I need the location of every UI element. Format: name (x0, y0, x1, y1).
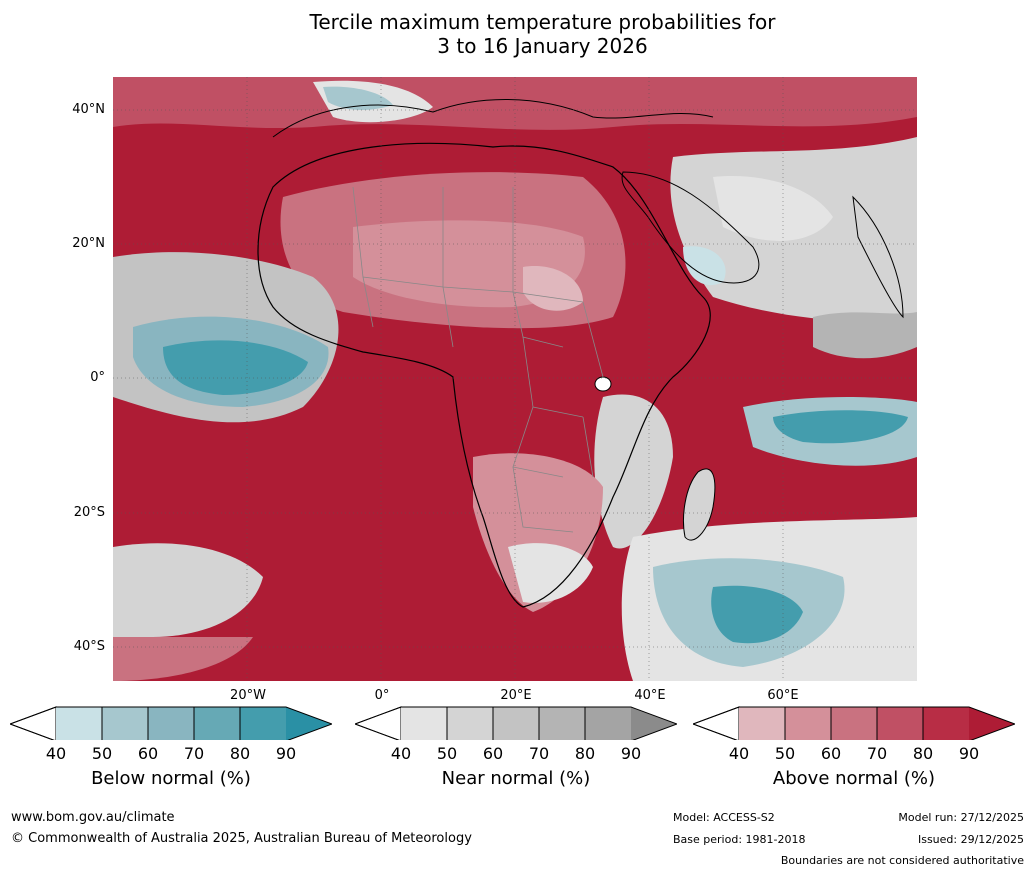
colorbar-below-min-arrow (8, 706, 57, 742)
legend-near-tick: 80 (574, 744, 596, 763)
legend-above-tick: 60 (820, 744, 842, 763)
legend-above-tick: 90 (958, 744, 980, 763)
colorbar-near-bin-2 (447, 707, 493, 741)
lon-label-20w: 20°W (230, 688, 266, 703)
below-region-horn (683, 246, 726, 286)
colorbar-above-bin-3 (831, 707, 877, 741)
colorbar-near-bin-1 (401, 707, 447, 741)
colorbar-below-bin-3 (148, 707, 194, 741)
colorbar-below-bin-2 (102, 707, 148, 741)
africa-coastline (257, 142, 711, 608)
title-line-1: Tercile maximum temperature probabilitie… (309, 10, 776, 34)
legend-below-tick: 50 (91, 744, 113, 763)
legend-above-tick: 50 (774, 744, 796, 763)
lon-label-20e: 20°E (500, 688, 532, 703)
colorbar-below-bin-5 (240, 707, 286, 741)
colorbar-above-bin-4 (877, 707, 923, 741)
colorbar-below-max-arrow (286, 707, 332, 741)
near-region-india (813, 312, 917, 359)
colorbar-near-bin-3 (493, 707, 539, 741)
lat-label-0: 0° (90, 370, 105, 385)
india-coastline (852, 195, 904, 319)
colorbar-near-bin-5 (585, 707, 631, 741)
colorbar-above-max-arrow (969, 707, 1015, 741)
colorbar-below (8, 706, 334, 742)
legend-near-tick: 90 (620, 744, 642, 763)
legend-below-tick: 40 (45, 744, 67, 763)
legend-below-tick: 80 (229, 744, 251, 763)
colorbar-near-min-arrow (353, 706, 402, 742)
footer-model-run: Model run: 27/12/2025 (898, 811, 1024, 824)
legend-above-tick: 80 (912, 744, 934, 763)
graticule (113, 77, 917, 681)
legend-above: 40 50 60 70 80 90 (691, 700, 1017, 763)
footer-disclaimer: Boundaries are not considered authoritat… (780, 854, 1024, 867)
colorbar-above-bin-5 (923, 707, 969, 741)
footer-website: www.bom.gov.au/climate (11, 810, 175, 825)
country-borders (352, 186, 604, 533)
legend-near-tick: 70 (528, 744, 550, 763)
map-title: Tercile maximum temperature probabilitie… (0, 10, 1035, 58)
footer-model: Model: ACCESS-S2 (673, 811, 775, 824)
footer-copyright: © Commonwealth of Australia 2025, Austra… (11, 831, 472, 846)
legend-above-tick: 70 (866, 744, 888, 763)
map-svg (113, 77, 917, 681)
lon-label-60e: 60°E (767, 688, 799, 703)
lon-label-40e: 40°E (634, 688, 666, 703)
near-region-east-africa (594, 394, 673, 549)
legend-below-tick: 90 (275, 744, 297, 763)
legend-near-tick: 60 (482, 744, 504, 763)
footer-base-period: Base period: 1981-2018 (673, 833, 806, 846)
europe-coastline (272, 99, 714, 138)
colorbar-below-bin-1 (56, 707, 102, 741)
above-region-europe (113, 77, 917, 130)
colorbar-above (691, 706, 1017, 742)
legend-near-title: Near normal (%) (441, 768, 591, 789)
near-region-south-africa (508, 543, 593, 603)
below-region-south-indian-core (711, 585, 803, 644)
colorbar-above-min-arrow (691, 706, 740, 742)
below-region-indian-core (773, 410, 908, 444)
colorbar-near-bin-4 (539, 707, 585, 741)
legend-below-tick: 60 (137, 744, 159, 763)
forecast-map (113, 77, 917, 681)
colorbar-above-bin-2 (785, 707, 831, 741)
near-region-arabia-inner (713, 176, 833, 241)
colorbar-below-bin-4 (194, 707, 240, 741)
legend-near-tick: 50 (436, 744, 458, 763)
lat-label-20s: 20°S (73, 505, 105, 520)
below-region-atlantic-core (163, 340, 308, 395)
below-region-iberia (323, 86, 393, 111)
legend-near: 40 50 60 70 80 90 (353, 700, 679, 763)
near-region-south-atlantic (113, 543, 263, 637)
title-line-2: 3 to 16 January 2026 (437, 34, 648, 58)
legend-below: 40 50 60 70 80 90 (8, 700, 334, 763)
legend-below-tick: 70 (183, 744, 205, 763)
lake-victoria (594, 376, 612, 392)
colorbar-near (353, 706, 679, 742)
legend-above-tick: 40 (728, 744, 750, 763)
colorbar-near-max-arrow (631, 707, 677, 741)
arabia-coastline (621, 171, 760, 284)
lat-label-20n: 20°N (72, 236, 105, 251)
lat-label-40s: 40°S (73, 639, 105, 654)
legend-above-title: Above normal (%) (772, 768, 936, 789)
madagascar-outline (683, 468, 716, 541)
footer-issued: Issued: 29/12/2025 (917, 833, 1024, 846)
colorbar-above-bin-1 (739, 707, 785, 741)
legend-near-tick: 40 (390, 744, 412, 763)
legend-below-title: Below normal (%) (91, 768, 251, 789)
lon-label-0: 0° (374, 688, 390, 703)
lat-label-40n: 40°N (72, 102, 105, 117)
above-region-far-south (113, 637, 253, 681)
